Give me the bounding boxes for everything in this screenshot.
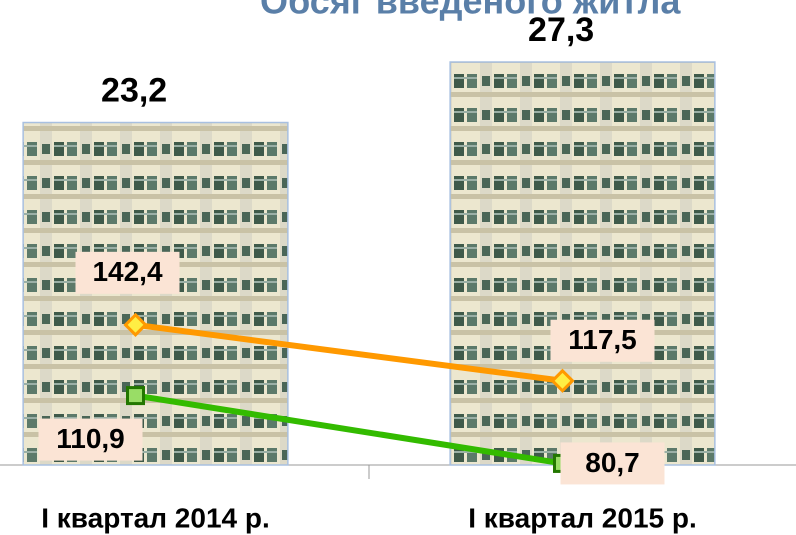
chart: Обсяг введеного житла 23,2 I квартал 2014…: [0, 0, 796, 535]
x-tick-label: I квартал 2014 р.: [41, 502, 270, 533]
x-tick-label: I квартал 2015 р.: [468, 502, 697, 533]
bar: [450, 62, 715, 465]
page: Обсяг введеного житла 23,2 I квартал 2014…: [0, 0, 796, 535]
bar-value-label: 27,3: [528, 11, 594, 49]
line-value-label: 142,4: [92, 256, 162, 287]
line-value-label: 117,5: [568, 324, 637, 355]
marker: [128, 388, 144, 404]
line-value-label: 110,9: [56, 423, 125, 454]
bar-value-label: 23,2: [101, 72, 167, 110]
chart-title: Обсяг введеного житла: [260, 0, 681, 22]
line-value-label: 80,7: [585, 447, 640, 478]
